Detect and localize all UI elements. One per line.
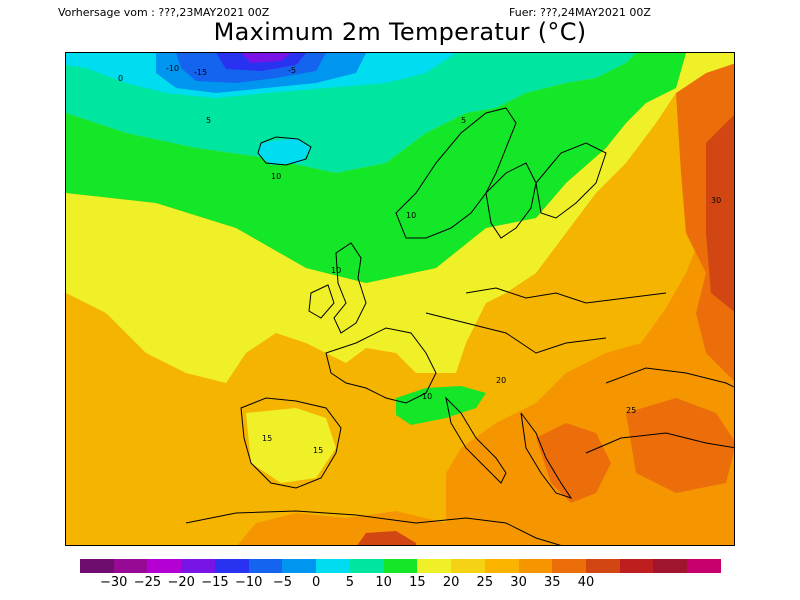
contour-label: 10 [422, 392, 432, 401]
band-10-15 [66, 53, 686, 283]
legend-label: 20 [442, 575, 460, 590]
band-35-40-nafrica [357, 531, 416, 545]
valid-time-label: Fuer: ???,24MAY2021 00Z [509, 6, 651, 19]
legend-swatch [552, 559, 587, 573]
contour-label: 5 [461, 116, 466, 125]
legend-swatch [619, 559, 654, 573]
legend-label: 25 [476, 575, 494, 590]
legend-label: 30 [510, 575, 527, 590]
legend-label: −25 [133, 575, 162, 590]
legend-label: 15 [409, 575, 426, 590]
contour-label: 15 [313, 446, 323, 455]
contour-label: 15 [262, 434, 272, 443]
contour-label: 30 [711, 196, 721, 205]
contour-label: 10 [331, 266, 341, 275]
legend-label: 5 [345, 575, 355, 590]
contour-label: 10 [406, 211, 416, 220]
legend-label: 10 [375, 575, 392, 590]
legend-swatch [417, 559, 452, 573]
legend-tick-labels: −30 −25 −20 −15 −10 −5 0 5 10 15 20 25 30 35 40 [80, 575, 721, 591]
contour-label: 5 [206, 116, 211, 125]
band-30-35-turkey [626, 398, 734, 493]
legend-swatch [518, 559, 553, 573]
legend-label: −15 [201, 575, 229, 590]
band-iceland [258, 138, 311, 165]
band-10-15-alps [396, 386, 486, 425]
legend-swatch [687, 559, 721, 573]
legend-swatch [653, 559, 688, 573]
temperature-map: 0 -10 -15 -5 5 10 5 10 10 10 15 15 20 25… [65, 52, 735, 546]
legend-swatch [586, 559, 620, 573]
contour-label: -15 [194, 68, 207, 77]
legend-swatch [451, 559, 485, 573]
forecast-run-label: Vorhersage vom : ???,23MAY2021 00Z [58, 6, 270, 19]
legend-swatch [214, 559, 249, 573]
contour-label: 20 [496, 376, 506, 385]
band-15-20-iberia [246, 408, 336, 483]
contour-label: 0 [118, 74, 123, 83]
legend-swatch [80, 559, 114, 573]
map-title: Maximum 2m Temperatur (°C) [213, 18, 587, 46]
legend-swatch [349, 559, 384, 573]
legend-swatch [248, 559, 283, 573]
legend-label: −5 [272, 575, 292, 590]
legend-label: 0 [312, 575, 321, 590]
contour-label: -5 [288, 66, 296, 75]
legend-label: −10 [234, 575, 263, 590]
band-15-20 [66, 53, 734, 383]
coastlines [185, 107, 734, 545]
legend-label: 35 [544, 575, 561, 590]
legend-swatch [316, 559, 350, 573]
contour-label: -10 [166, 64, 179, 73]
contour-label: 25 [626, 406, 636, 415]
legend-swatch [113, 559, 148, 573]
band-neg20 [241, 53, 291, 63]
legend-label: −20 [167, 575, 195, 590]
legend-swatch [147, 559, 182, 573]
legend-label: −30 [100, 575, 128, 590]
legend-color-bar [80, 559, 721, 573]
legend-label: 40 [577, 575, 595, 590]
legend-swatch [282, 559, 317, 573]
legend-swatch [484, 559, 519, 573]
contour-label: 10 [271, 172, 281, 181]
band-35-40 [706, 115, 734, 312]
band-30-35-greece [536, 423, 611, 503]
contour-labels: 0 -10 -15 -5 5 10 5 10 10 10 15 15 20 25… [118, 64, 721, 455]
legend-swatch [383, 559, 418, 573]
legend-swatch [181, 559, 215, 573]
